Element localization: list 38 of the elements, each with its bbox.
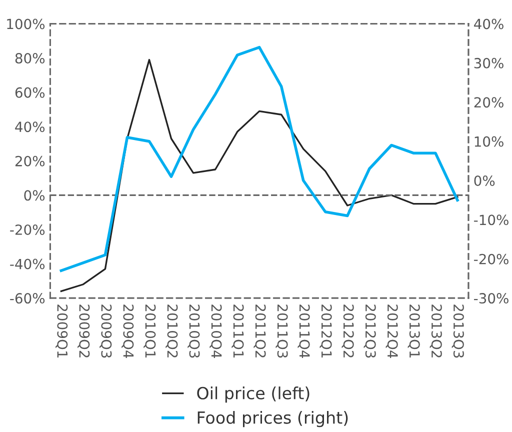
y2-tick-label: 20%: [474, 97, 504, 108]
x-tick-label: 2010Q2: [166, 304, 178, 358]
x-tick-label: 2013Q2: [430, 304, 442, 358]
y-tick-label: 0%: [24, 190, 45, 201]
x-tick-label: 2012Q3: [364, 304, 376, 358]
x-tick-label: 2011Q2: [254, 304, 266, 358]
x-tick-label: 2012Q4: [386, 304, 398, 358]
x-tick-label: 2010Q1: [144, 304, 156, 358]
y-tick-label: -60%: [10, 293, 45, 304]
x-tick-label: 2010Q4: [210, 304, 222, 358]
x-tick-label: 2011Q3: [276, 304, 288, 358]
legend-label: Food prices (right): [198, 410, 348, 428]
y2-tick-label: -20%: [474, 254, 508, 264]
x-tick-label: 2009Q1: [56, 304, 68, 358]
legend-label: Oil price (left): [197, 386, 310, 403]
x-tick-label: 2013Q3: [452, 304, 464, 358]
x-tick-label: 2010Q3: [188, 304, 200, 358]
y-tick-label: 40%: [15, 122, 45, 132]
x-tick-label: 2009Q2: [78, 304, 90, 358]
y2-tick-label: 30%: [474, 58, 504, 68]
y-tick-label: 80%: [15, 53, 45, 64]
y2-tick-label: -30%: [474, 293, 508, 304]
x-tick-label: 2011Q4: [298, 304, 310, 358]
y-tick-label: -20%: [10, 224, 45, 235]
y-tick-label: 60%: [15, 87, 45, 98]
y-tick-label: 20%: [15, 156, 45, 166]
y2-tick-label: 0%: [474, 175, 495, 186]
x-tick-label: 2012Q1: [320, 304, 332, 358]
y-tick-label: -40%: [10, 258, 45, 270]
y2-tick-label: -10%: [474, 214, 508, 226]
y2-tick-label: 10%: [474, 136, 504, 147]
x-tick-label: 2012Q2: [342, 304, 354, 358]
x-tick-label: 2009Q3: [100, 304, 112, 358]
x-tick-label: 2011Q1: [232, 304, 244, 358]
y-tick-label: 100%: [7, 18, 45, 30]
x-tick-label: 2009Q4: [122, 304, 134, 358]
x-tick-label: 2013Q1: [408, 304, 420, 358]
y2-tick-label: 40%: [474, 18, 504, 30]
